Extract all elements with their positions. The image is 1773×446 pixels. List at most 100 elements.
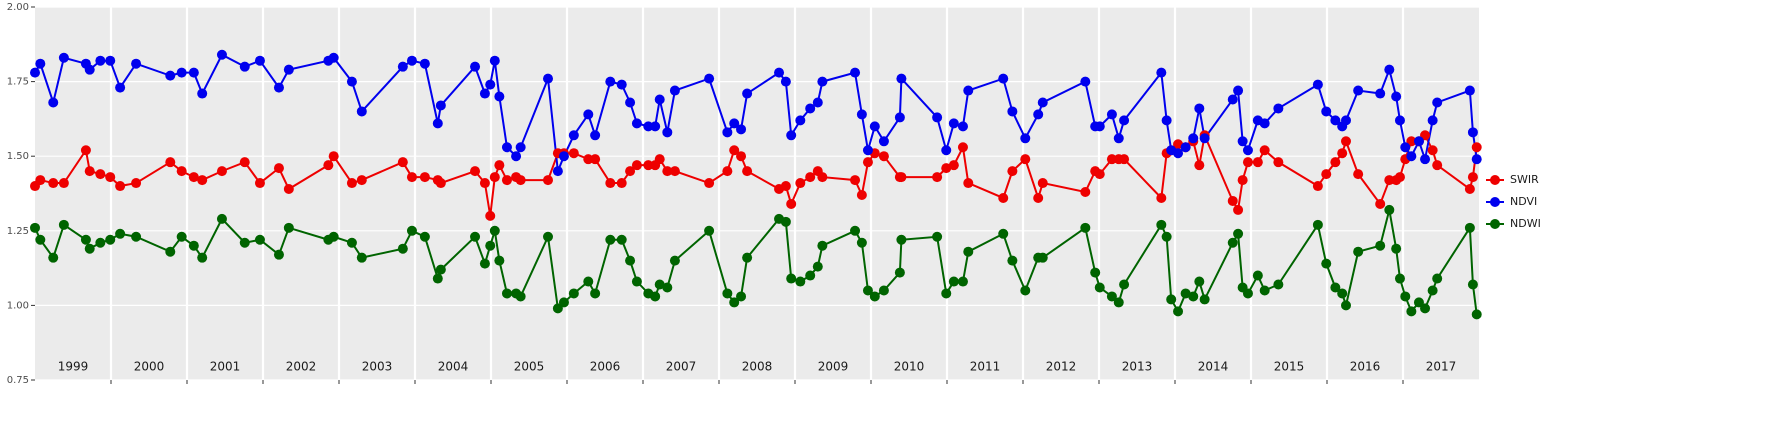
data-point [1237, 175, 1248, 186]
data-point [1394, 273, 1405, 284]
legend-marker [1490, 219, 1500, 229]
data-point [1090, 267, 1101, 278]
year-label: 1999 [58, 360, 89, 374]
data-point [35, 234, 46, 245]
data-point [1227, 94, 1238, 105]
data-point [273, 249, 284, 260]
data-point [862, 157, 873, 168]
data-point [736, 151, 747, 162]
data-point [1252, 270, 1263, 281]
data-point [216, 166, 227, 177]
data-point [1199, 133, 1210, 144]
data-point [957, 121, 968, 132]
data-point [397, 157, 408, 168]
year-label: 2005 [514, 360, 545, 374]
data-point [80, 145, 91, 156]
year-label: 2001 [210, 360, 241, 374]
data-point [283, 64, 294, 75]
data-point [558, 151, 569, 162]
data-point [356, 252, 367, 263]
data-point [1080, 76, 1091, 87]
data-point [1394, 115, 1405, 126]
data-point [1233, 204, 1244, 215]
data-point [1391, 91, 1402, 102]
data-point [780, 181, 791, 192]
year-label: 2004 [438, 360, 469, 374]
data-point [817, 172, 828, 183]
data-point [188, 240, 199, 251]
data-point [543, 175, 553, 186]
data-point [1391, 243, 1402, 254]
data-point [795, 115, 806, 126]
data-point [957, 142, 968, 153]
data-point [878, 151, 889, 162]
data-point [856, 189, 867, 200]
data-point [1233, 228, 1244, 239]
data-point [1427, 285, 1438, 296]
data-point [406, 172, 417, 183]
data-point [283, 222, 294, 233]
data-point [485, 240, 496, 251]
data-point [501, 175, 512, 186]
data-point [494, 160, 505, 171]
data-point [704, 225, 715, 236]
data-point [1273, 157, 1284, 168]
data-point [346, 76, 357, 87]
data-point [616, 178, 627, 189]
data-point [188, 67, 199, 78]
data-point [1119, 279, 1130, 290]
legend-label: SWIR [1510, 173, 1539, 186]
year-label: 2008 [742, 360, 773, 374]
data-point [780, 216, 791, 227]
data-point [1321, 169, 1332, 180]
data-point [605, 234, 616, 245]
data-point [869, 121, 880, 132]
data-point [165, 246, 176, 257]
data-point [406, 225, 417, 236]
data-point [254, 178, 265, 189]
data-point [1427, 145, 1438, 156]
data-point [941, 163, 952, 174]
data-point [489, 55, 500, 66]
data-point [1467, 172, 1478, 183]
data-point [805, 172, 816, 183]
data-point [1194, 103, 1205, 114]
data-point [869, 291, 880, 302]
legend-marker [1490, 175, 1500, 185]
data-point [669, 166, 680, 177]
data-point [1384, 204, 1395, 215]
data-point [1080, 187, 1091, 198]
data-point [48, 178, 59, 189]
data-point [1173, 148, 1184, 159]
data-point [704, 73, 715, 84]
data-point [662, 127, 673, 138]
data-point [1119, 115, 1130, 126]
data-point [963, 246, 974, 257]
data-point [1273, 103, 1284, 114]
data-point [323, 160, 334, 171]
data-point [1273, 279, 1284, 290]
data-point [328, 151, 339, 162]
data-point [817, 240, 828, 251]
y-tick-label: 1.25 [7, 226, 29, 237]
data-point [932, 172, 943, 183]
data-point [1252, 157, 1263, 168]
data-point [95, 55, 106, 66]
data-point [583, 109, 594, 120]
data-point [662, 166, 673, 177]
data-point [1400, 291, 1411, 302]
data-point [1119, 154, 1130, 165]
data-point [616, 79, 627, 90]
data-point [896, 73, 907, 84]
data-point [1033, 109, 1044, 120]
data-point [805, 270, 816, 281]
data-point [1341, 136, 1351, 147]
data-point [662, 282, 673, 293]
data-point [239, 157, 250, 168]
data-point [479, 178, 490, 189]
data-point [1312, 219, 1323, 230]
data-point [485, 79, 496, 90]
data-point [346, 237, 357, 248]
data-point [105, 172, 116, 183]
